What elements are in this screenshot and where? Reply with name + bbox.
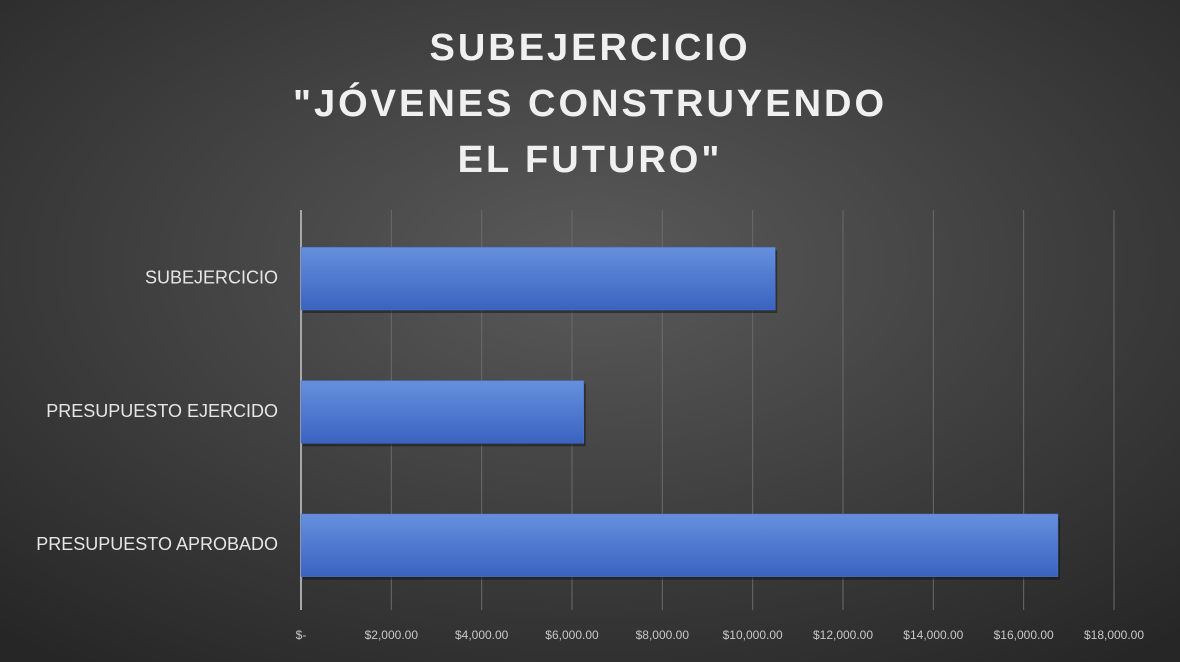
chart-title: "JÓVENES CONSTRUYENDO bbox=[293, 81, 887, 125]
x-tick-label: $18,000.00 bbox=[1084, 628, 1144, 642]
x-tick-label: $8,000.00 bbox=[636, 628, 690, 642]
chart-title: SUBEJERCICIO bbox=[429, 27, 750, 69]
bar bbox=[300, 380, 584, 444]
x-tick-label: $12,000.00 bbox=[813, 628, 873, 642]
y-tick-label: PRESUPUESTO APROBADO bbox=[36, 534, 278, 554]
x-tick-label: $- bbox=[296, 628, 307, 642]
bar bbox=[300, 513, 1059, 577]
x-tick-label: $16,000.00 bbox=[994, 628, 1054, 642]
x-tick-label: $6,000.00 bbox=[545, 628, 599, 642]
x-tick-label: $14,000.00 bbox=[903, 628, 963, 642]
bar bbox=[300, 247, 776, 311]
y-tick-label: SUBEJERCICIO bbox=[145, 267, 278, 287]
x-tick-label: $10,000.00 bbox=[723, 628, 783, 642]
y-tick-label: PRESUPUESTO EJERCIDO bbox=[46, 401, 278, 421]
x-tick-label: $2,000.00 bbox=[365, 628, 419, 642]
x-tick-label: $4,000.00 bbox=[455, 628, 509, 642]
chart-title: EL FUTURO" bbox=[458, 139, 723, 181]
